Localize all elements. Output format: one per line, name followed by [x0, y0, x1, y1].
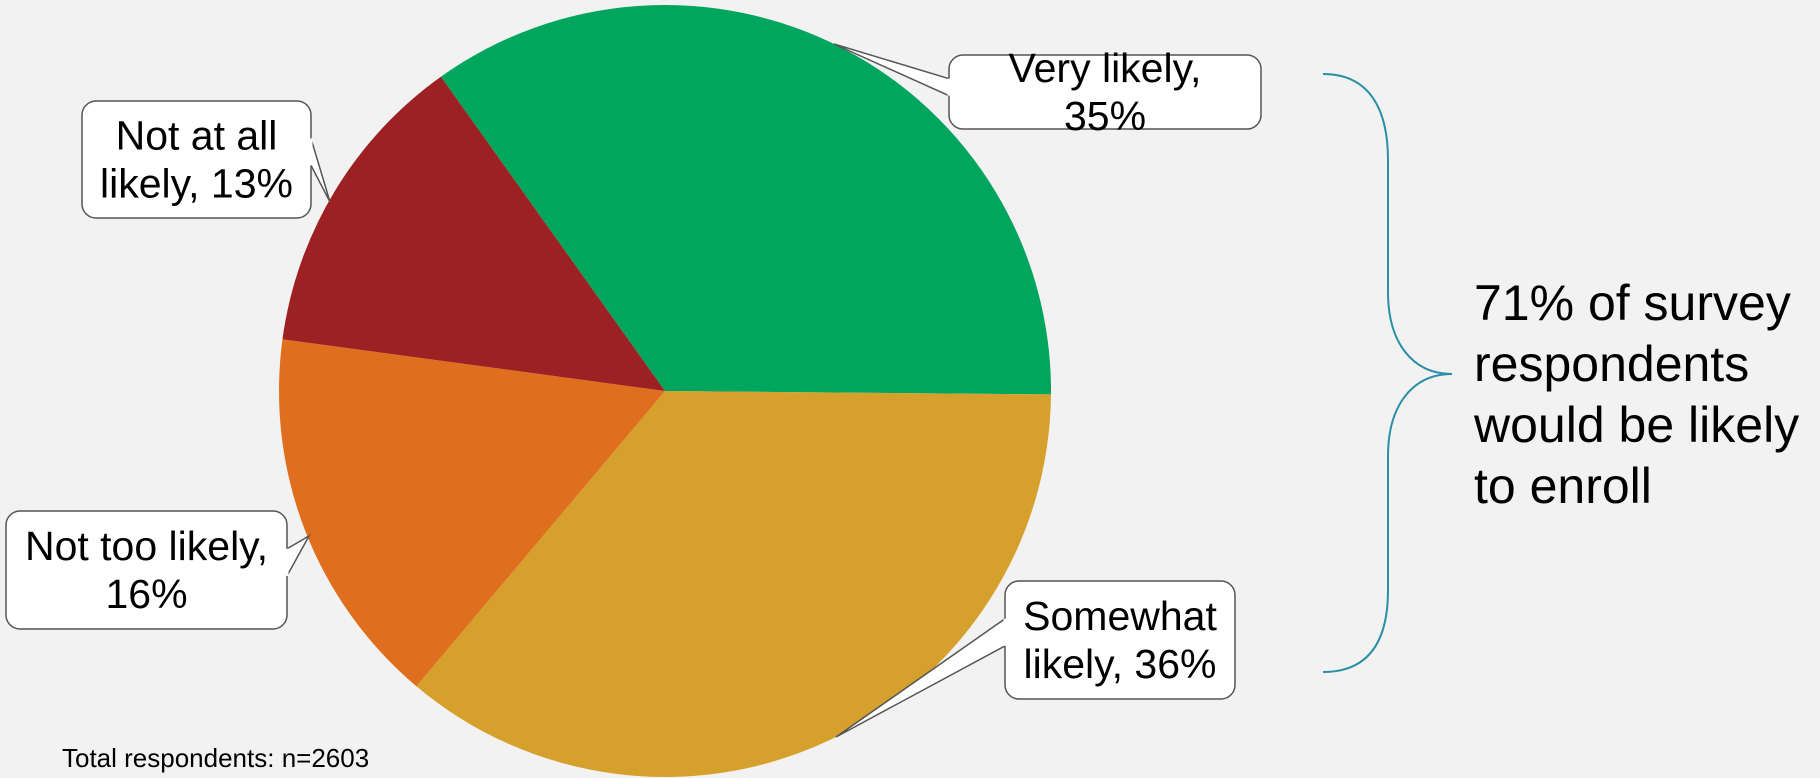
- footnote: Total respondents: n=2603: [62, 743, 370, 773]
- callout-very-likely: Very likely, 35%: [833, 43, 1262, 139]
- callout-pointer: [286, 533, 311, 577]
- callout-label: Somewhat likely, 36%: [1023, 593, 1217, 687]
- pie-slice-not-too-likely: [279, 339, 665, 687]
- callout-not-at-all-likely: Not at all likely, 13%: [81, 100, 331, 219]
- pie-slice-very-likely: [440, 5, 1052, 395]
- callout-label: Not at all likely, 13%: [100, 113, 293, 207]
- pie-callouts: Very likely, 35% Somewhat likely, 36% Not to…: [5, 43, 1262, 738]
- pie-slice-not-at-all-likely: [282, 76, 665, 392]
- pie-slices: [279, 5, 1052, 778]
- pie-slice-somewhat-likely: [416, 391, 1051, 778]
- callout-not-too-likely: Not too likely, 16%: [5, 510, 311, 630]
- callout-pointer: [310, 138, 331, 203]
- summary-text: 71% of survey respondents would be likely t…: [1473, 275, 1799, 514]
- callout-label: Not too likely, 16%: [25, 523, 268, 617]
- summary-bracket: [1322, 73, 1453, 673]
- callout-label: Very likely, 35%: [1009, 45, 1202, 139]
- callout-somewhat-likely: Somewhat likely, 36%: [835, 580, 1236, 738]
